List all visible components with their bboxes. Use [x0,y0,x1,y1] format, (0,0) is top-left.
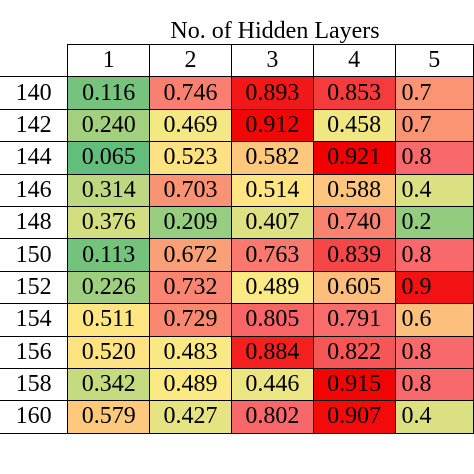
column-header: 3 [230,43,314,78]
heatmap-row: 158 0.342 0.489 0.446 0.915 0.8 [0,367,474,402]
heatmap-cell: 0.746 [149,76,232,110]
heatmap-row: 156 0.520 0.483 0.884 0.822 0.8 [0,335,474,369]
heatmap-cell: 0.489 [230,270,314,305]
row-header: 158 [0,367,69,402]
heatmap-row: 152 0.226 0.732 0.489 0.605 0.9 [0,270,474,305]
row-header: 156 [0,335,69,369]
heatmap-cell: 0.7 [394,108,474,143]
heatmap-row: 144 0.065 0.523 0.582 0.921 0.8 [0,141,474,175]
heatmap-cell: 0.483 [149,335,232,369]
heatmap-cell: 0.407 [230,205,314,240]
heatmap-cell: 0.912 [230,108,314,143]
row-header: 146 [0,173,69,207]
heatmap-cell: 0.740 [312,205,396,240]
heatmap-cell: 0.427 [149,400,232,434]
row-header: 142 [0,108,69,143]
row-header: 152 [0,270,69,305]
heatmap-cell: 0.579 [67,400,151,434]
heatmap-cell: 0.4 [394,400,474,434]
heatmap-cell: 0.884 [230,335,314,369]
heatmap-cell: 0.729 [149,303,232,337]
heatmap-cell: 0.240 [67,108,151,143]
heatmap-cell: 0.113 [67,238,151,272]
heatmap-cell: 0.791 [312,303,396,337]
row-header: 140 [0,76,69,110]
heatmap-cell: 0.9 [394,270,474,305]
heatmap-cell: 0.065 [67,141,151,175]
heatmap-cell: 0.2 [394,205,474,240]
heatmap-row: 150 0.113 0.672 0.763 0.839 0.8 [0,238,474,272]
heatmap-cell: 0.514 [230,173,314,207]
heatmap-cell: 0.732 [149,270,232,305]
heatmap-row: 160 0.579 0.427 0.802 0.907 0.4 [0,400,474,434]
heatmap-cell: 0.7 [394,76,474,110]
heatmap-cell: 0.342 [67,367,151,402]
heatmap-cell: 0.489 [149,367,232,402]
row-header: 150 [0,238,69,272]
heatmap-cell: 0.314 [67,173,151,207]
heatmap-cell: 0.226 [67,270,151,305]
heatmap-body: 140 0.116 0.746 0.893 0.853 0.7 142 0.240 0.469 0… [0,76,474,434]
heatmap-cell: 0.839 [312,238,396,272]
row-header: 154 [0,303,69,337]
heatmap-cell: 0.523 [149,141,232,175]
heatmap-row: 146 0.314 0.703 0.514 0.588 0.4 [0,173,474,207]
heatmap-cell: 0.605 [312,270,396,305]
heatmap-cell: 0.703 [149,173,232,207]
heatmap-cell: 0.8 [394,335,474,369]
heatmap-cell: 0.4 [394,173,474,207]
heatmap-cell: 0.8 [394,141,474,175]
column-header: 1 [67,43,151,78]
heatmap-cell: 0.8 [394,367,474,402]
corner-cell [0,44,68,77]
heatmap-cell: 0.582 [230,141,314,175]
heatmap-cell: 0.802 [230,400,314,434]
heatmap-cell: 0.520 [67,335,151,369]
heatmap-cell: 0.805 [230,303,314,337]
heatmap-cell: 0.511 [67,303,151,337]
heatmap-cell: 0.822 [312,335,396,369]
heatmap-cell: 0.915 [312,367,396,402]
heatmap-row: 148 0.376 0.209 0.407 0.740 0.2 [0,205,474,240]
heatmap-cell: 0.116 [67,76,151,110]
heatmap-cell: 0.6 [394,303,474,337]
column-header: 5 [394,43,474,78]
column-header: 2 [149,43,232,78]
heatmap-row: 140 0.116 0.746 0.893 0.853 0.7 [0,76,474,110]
row-header: 144 [0,141,69,175]
heatmap-cell: 0.588 [312,173,396,207]
heatmap-cell: 0.763 [230,238,314,272]
heatmap-cell: 0.907 [312,400,396,434]
heatmap-row: 154 0.511 0.729 0.805 0.791 0.6 [0,303,474,337]
heatmap-cell: 0.469 [149,108,232,143]
heatmap-cell: 0.209 [149,205,232,240]
heatmap-cell: 0.446 [230,367,314,402]
heatmap-cell: 0.853 [312,76,396,110]
heatmap-cell: 0.921 [312,141,396,175]
heatmap-row: 142 0.240 0.469 0.912 0.458 0.7 [0,108,474,143]
row-header: 148 [0,205,69,240]
heatmap-cell: 0.376 [67,205,151,240]
heatmap-cell: 0.458 [312,108,396,143]
chart-title: No. of Hidden Layers [170,18,380,44]
heatmap-cell: 0.893 [230,76,314,110]
column-header: 4 [312,43,396,78]
row-header: 160 [0,400,69,434]
heatmap-cell: 0.672 [149,238,232,272]
heatmap-cell: 0.8 [394,238,474,272]
